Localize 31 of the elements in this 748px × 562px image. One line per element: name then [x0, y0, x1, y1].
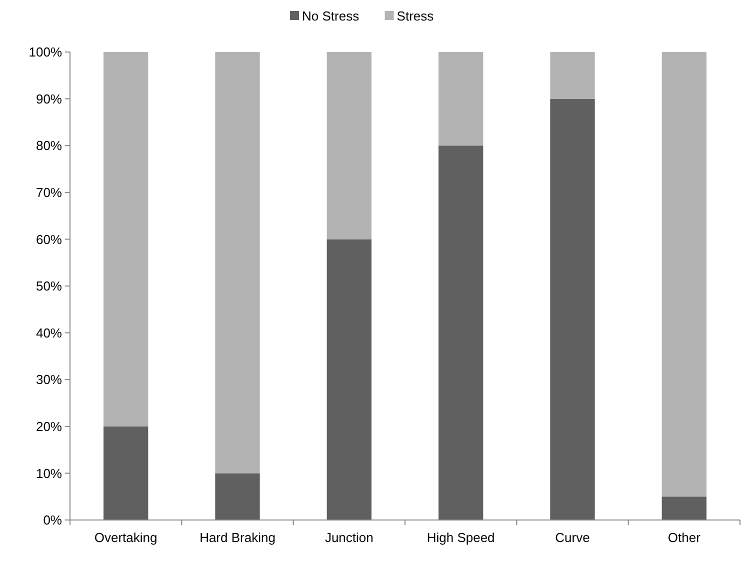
y-tick-label: 60%: [36, 232, 62, 247]
legend-label: No Stress: [302, 8, 360, 24]
y-tick-label: 80%: [36, 138, 62, 154]
bar: [215, 52, 260, 474]
x-tick-label: Curve: [555, 530, 590, 545]
x-tick-label: High Speed: [426, 530, 495, 545]
y-tick-label: 0%: [43, 512, 62, 528]
x-tick-label: Overtaking: [94, 530, 158, 545]
y-tick-label: 90%: [36, 91, 62, 106]
y-tick-label: 10%: [36, 466, 62, 481]
y-tick-label: 50%: [36, 278, 62, 294]
bar: [215, 473, 260, 520]
legend-label: Stress: [396, 8, 434, 24]
bar: [662, 496, 706, 520]
y-tick-label: 20%: [36, 418, 62, 434]
bar: [326, 52, 372, 240]
y-tick-label: 100%: [28, 44, 62, 60]
x-tick-label: Junction: [324, 530, 374, 545]
bar: [438, 52, 484, 146]
bar: [104, 426, 148, 520]
bar: [326, 239, 372, 520]
bar: [438, 146, 484, 520]
bar: [550, 52, 595, 99]
bar: [550, 98, 595, 520]
bar: [662, 52, 706, 497]
bar: [104, 52, 148, 426]
x-tick-label: Hard Braking: [200, 530, 276, 545]
y-tick-label: 40%: [36, 325, 62, 340]
x-tick-label: Other: [668, 530, 702, 545]
y-tick-label: 70%: [36, 184, 62, 200]
y-tick-label: 30%: [36, 372, 62, 388]
